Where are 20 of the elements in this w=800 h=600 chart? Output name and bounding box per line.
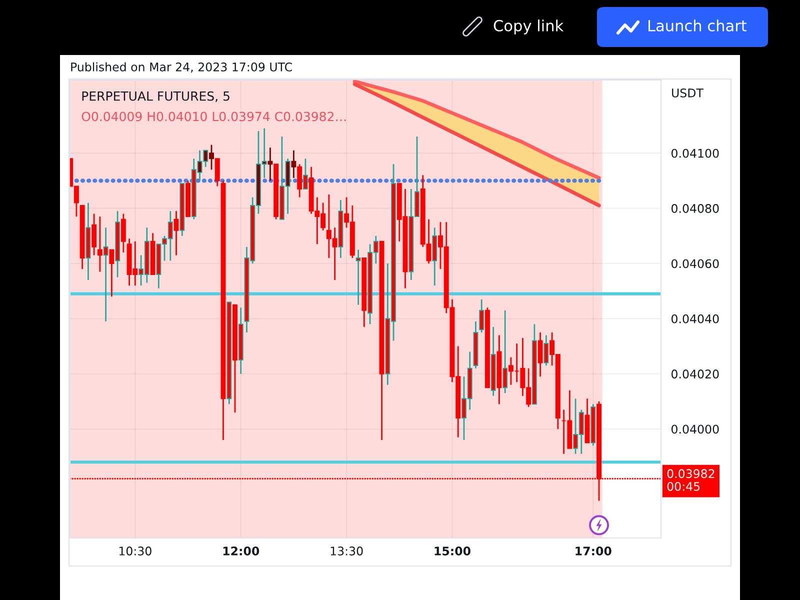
text: Copy link (494, 20, 564, 34)
y-tick-label: 0.04100 (672, 148, 719, 158)
x-tick-label: 13:30 (330, 546, 363, 556)
text: Launch chart (648, 20, 747, 32)
x-tick-label: 17:00 (576, 546, 612, 556)
y-tick-label: 0.04020 (672, 370, 719, 378)
y-tick-label: 0.04040 (672, 314, 719, 324)
text: Published on Mar 24, 2023 17:09 UTC (71, 62, 292, 73)
y-tick-label: 0.04080 (672, 204, 719, 213)
text: PERPETUAL FUTURES, 5 (82, 91, 230, 102)
y-axis-title: USDT (672, 88, 704, 98)
text: O0.04009 H0.04010 L0.03974 C0.03982… (82, 112, 346, 122)
ref-line-label: 0.03982 00:45 (667, 469, 714, 491)
candlestick (214, 158, 220, 187)
x-tick-label: 15:00 (434, 546, 470, 556)
x-tick-label: 10:30 (119, 546, 152, 556)
line-series (352, 80, 601, 180)
x-tick-label: 12:00 (223, 546, 260, 556)
y-tick-label: 0.04000 (672, 424, 719, 434)
y-tick-label: 0.04060 (672, 259, 719, 268)
